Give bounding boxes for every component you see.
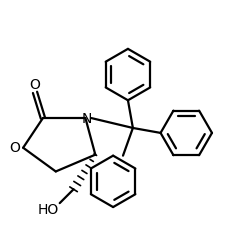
Text: N: N xyxy=(81,112,92,126)
Text: O: O xyxy=(9,141,20,155)
Text: HO: HO xyxy=(37,203,59,217)
Text: O: O xyxy=(30,78,40,92)
